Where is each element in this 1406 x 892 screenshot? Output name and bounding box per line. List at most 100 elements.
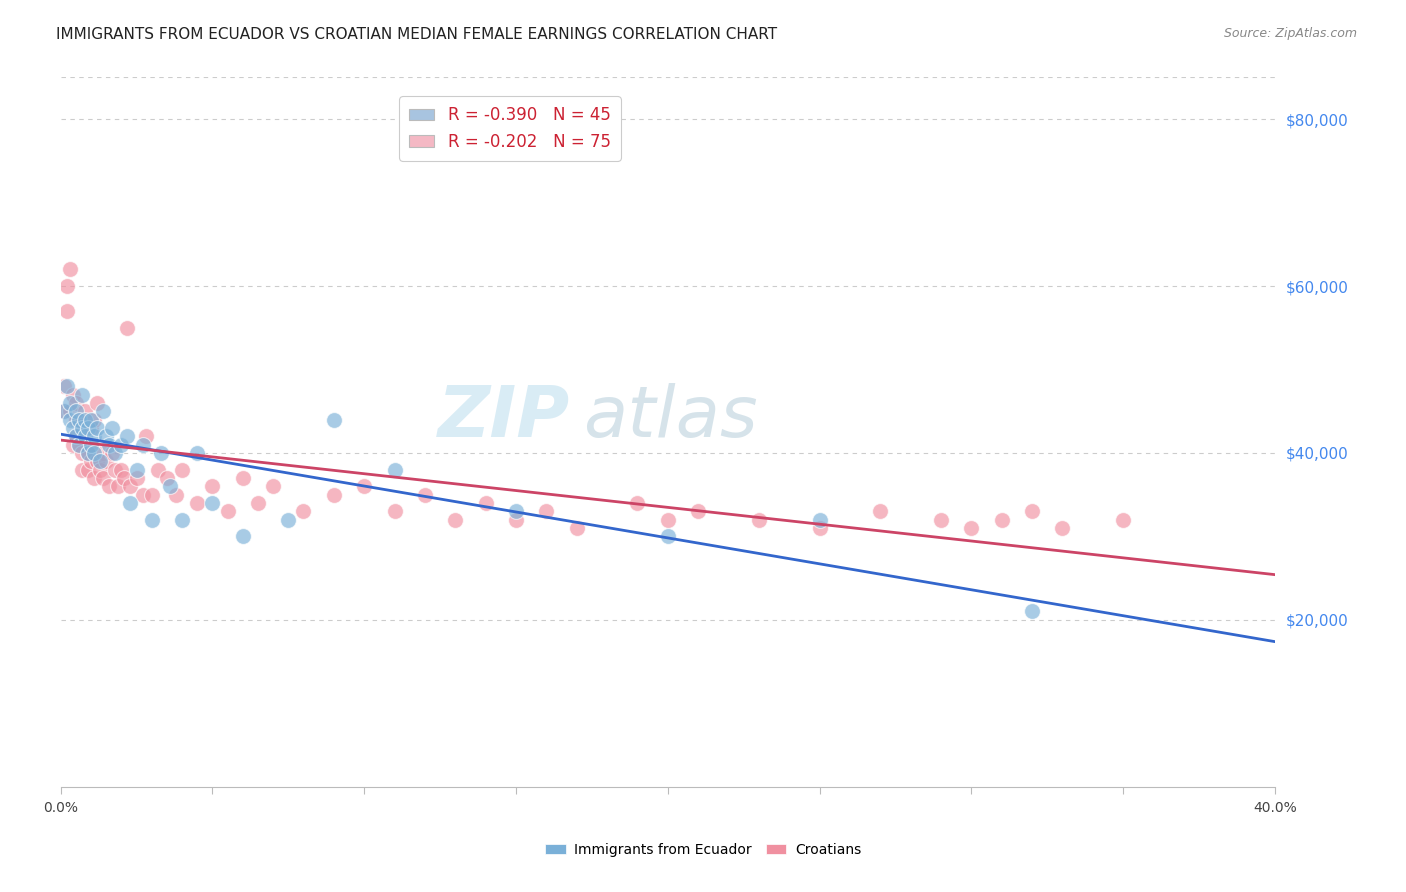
Point: [52, 379, 75, 393]
Point: [67, 412, 90, 426]
Point: [83, 412, 105, 426]
Point: [125, 471, 148, 485]
Point: [67, 412, 90, 426]
Point: [86, 421, 108, 435]
Point: [86, 454, 108, 468]
Point: [83, 429, 105, 443]
Point: [62, 387, 84, 401]
Point: [110, 462, 132, 476]
Point: [990, 513, 1012, 527]
Point: [149, 446, 172, 460]
Point: [70, 421, 93, 435]
Point: [73, 429, 96, 443]
Point: [246, 496, 269, 510]
Point: [65, 412, 87, 426]
Point: [80, 421, 103, 435]
Point: [262, 479, 284, 493]
Point: [322, 412, 344, 426]
Point: [91, 446, 114, 460]
Point: [91, 471, 114, 485]
Point: [353, 479, 375, 493]
Point: [96, 429, 118, 443]
Point: [1052, 521, 1074, 535]
Point: [170, 513, 193, 527]
Point: [688, 504, 710, 518]
Point: [70, 446, 93, 460]
Point: [960, 521, 983, 535]
Point: [120, 496, 142, 510]
Point: [80, 437, 103, 451]
Point: [384, 462, 406, 476]
Point: [65, 429, 87, 443]
Point: [67, 437, 90, 451]
Point: [1112, 513, 1135, 527]
Point: [748, 513, 770, 527]
Point: [59, 262, 82, 277]
Point: [292, 504, 315, 518]
Legend: R = -0.390   N = 45, R = -0.202   N = 75: R = -0.390 N = 45, R = -0.202 N = 75: [399, 96, 620, 161]
Point: [657, 529, 679, 543]
Point: [101, 446, 124, 460]
Point: [55, 379, 77, 393]
Point: [83, 446, 105, 460]
Point: [62, 421, 84, 435]
Point: [80, 437, 103, 451]
Point: [808, 521, 831, 535]
Point: [65, 404, 87, 418]
Text: ZIP: ZIP: [439, 384, 571, 452]
Point: [125, 462, 148, 476]
Point: [77, 421, 100, 435]
Legend: Immigrants from Ecuador, Croatians: Immigrants from Ecuador, Croatians: [540, 838, 866, 863]
Point: [131, 437, 153, 451]
Point: [141, 488, 163, 502]
Text: Source: ZipAtlas.com: Source: ZipAtlas.com: [1223, 27, 1357, 40]
Point: [73, 429, 96, 443]
Point: [444, 513, 467, 527]
Point: [80, 412, 103, 426]
Point: [413, 488, 436, 502]
Point: [1021, 604, 1043, 618]
Point: [146, 462, 169, 476]
Point: [117, 429, 139, 443]
Point: [505, 513, 527, 527]
Point: [55, 279, 77, 293]
Text: IMMIGRANTS FROM ECUADOR VS CROATIAN MEDIAN FEMALE EARNINGS CORRELATION CHART: IMMIGRANTS FROM ECUADOR VS CROATIAN MEDI…: [56, 27, 778, 42]
Point: [112, 471, 135, 485]
Point: [1021, 504, 1043, 518]
Point: [80, 454, 103, 468]
Point: [98, 479, 121, 493]
Point: [104, 462, 127, 476]
Point: [104, 446, 127, 460]
Point: [70, 421, 93, 435]
Point: [505, 504, 527, 518]
Point: [52, 404, 75, 418]
Point: [384, 504, 406, 518]
Point: [77, 462, 100, 476]
Point: [232, 471, 254, 485]
Point: [86, 396, 108, 410]
Point: [186, 496, 208, 510]
Point: [869, 504, 891, 518]
Point: [73, 412, 96, 426]
Point: [55, 304, 77, 318]
Point: [67, 437, 90, 451]
Point: [91, 404, 114, 418]
Point: [201, 496, 224, 510]
Point: [322, 488, 344, 502]
Point: [59, 404, 82, 418]
Point: [65, 396, 87, 410]
Point: [59, 396, 82, 410]
Point: [89, 462, 111, 476]
Point: [83, 471, 105, 485]
Point: [159, 479, 181, 493]
Point: [141, 513, 163, 527]
Point: [120, 479, 142, 493]
Point: [657, 513, 679, 527]
Point: [117, 320, 139, 334]
Point: [98, 437, 121, 451]
Point: [101, 421, 124, 435]
Text: atlas: atlas: [582, 384, 758, 452]
Point: [73, 404, 96, 418]
Point: [186, 446, 208, 460]
Point: [65, 429, 87, 443]
